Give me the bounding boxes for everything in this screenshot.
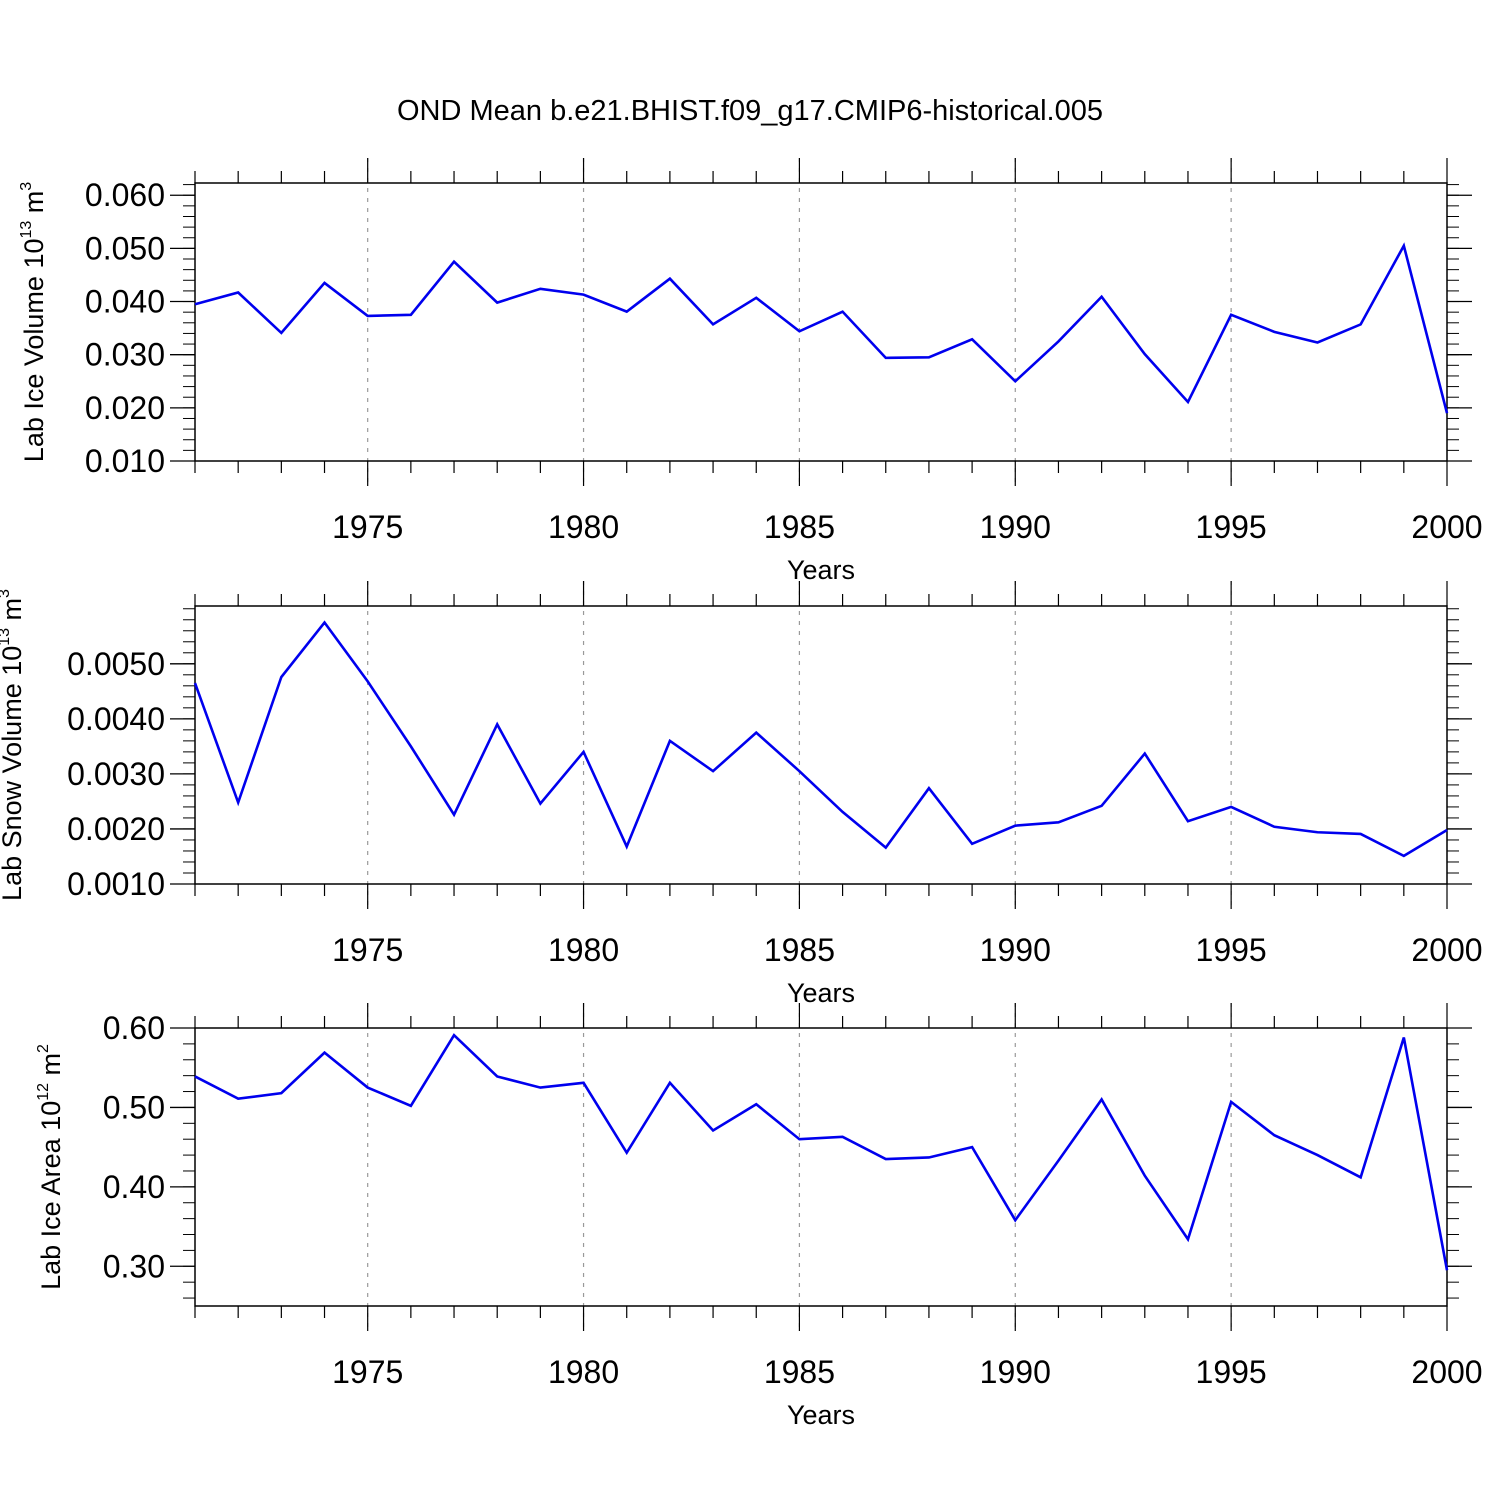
y-tick-label: 0.0030 xyxy=(67,756,165,792)
x-tick-label: 2000 xyxy=(1411,509,1482,545)
series-line xyxy=(194,1033,1449,1271)
x-tick-label: 1985 xyxy=(764,1354,835,1390)
x-tick-label: 1990 xyxy=(980,1354,1051,1390)
x-tick-label: 1995 xyxy=(1196,509,1267,545)
plot-frame xyxy=(194,1027,1448,1307)
x-tick-label: 2000 xyxy=(1411,1354,1482,1390)
x-tick-label: 1995 xyxy=(1196,1354,1267,1390)
y-tick-label: 0.0020 xyxy=(67,811,165,847)
y-axis-label: Lab Snow Volume 1013 m3 xyxy=(0,589,27,901)
series-line xyxy=(193,620,1448,858)
y-tick-label: 0.60 xyxy=(103,1010,165,1046)
x-tick-label: 1975 xyxy=(332,1354,403,1390)
y-tick-label: 0.30 xyxy=(103,1248,165,1284)
x-tick-label: 1990 xyxy=(980,932,1051,968)
series-line xyxy=(194,242,1449,414)
x-tick-label: 1980 xyxy=(548,1354,619,1390)
y-tick-label: 0.030 xyxy=(85,337,165,373)
x-tick-label: 1995 xyxy=(1196,932,1267,968)
y-tick-label: 0.060 xyxy=(85,177,165,213)
y-axis-label: Lab Ice Volume 1013 m3 xyxy=(18,182,49,462)
x-tick-label: 1975 xyxy=(332,932,403,968)
x-tick-label: 2000 xyxy=(1411,932,1482,968)
x-axis-label: Years xyxy=(787,1400,855,1430)
x-tick-label: 1980 xyxy=(548,509,619,545)
y-tick-label: 0.020 xyxy=(85,390,165,426)
y-tick-label: 0.0040 xyxy=(67,701,165,737)
chart-panel-1: 0.010 0.020 0.030 0.040 0.050 0.060 1975 1980 19… xyxy=(18,158,1483,585)
y-tick-label: 0.050 xyxy=(85,230,165,266)
plot-frame xyxy=(194,605,1448,885)
figure-title: OND Mean b.e21.BHIST.f09_g17.CMIP6-histo… xyxy=(397,95,1103,127)
chart-panel-3: 0.30 0.40 0.50 0.60 1975 1980 1985 1990 1995 2000… xyxy=(35,1003,1483,1430)
y-tick-label: 0.040 xyxy=(85,284,165,320)
plot-frame xyxy=(194,182,1448,462)
y-tick-label: 0.0010 xyxy=(67,866,165,902)
y-tick-label: 0.0050 xyxy=(67,646,165,682)
x-tick-label: 1985 xyxy=(764,509,835,545)
x-axis-label: Years xyxy=(787,555,855,585)
x-tick-label: 1990 xyxy=(980,509,1051,545)
x-axis-label: Years xyxy=(787,978,855,1008)
x-tick-label: 1975 xyxy=(332,509,403,545)
x-tick-label: 1985 xyxy=(764,932,835,968)
y-tick-label: 0.40 xyxy=(103,1169,165,1205)
y-tick-label: 0.50 xyxy=(103,1089,165,1125)
y-axis-label: Lab Ice Area 1012 m2 xyxy=(35,1044,66,1290)
y-tick-label: 0.010 xyxy=(85,443,165,479)
x-tick-label: 1980 xyxy=(548,932,619,968)
chart-panel-2: 0.0010 0.0020 0.0030 0.0040 0.0050 1975 1980 19… xyxy=(0,581,1483,1008)
